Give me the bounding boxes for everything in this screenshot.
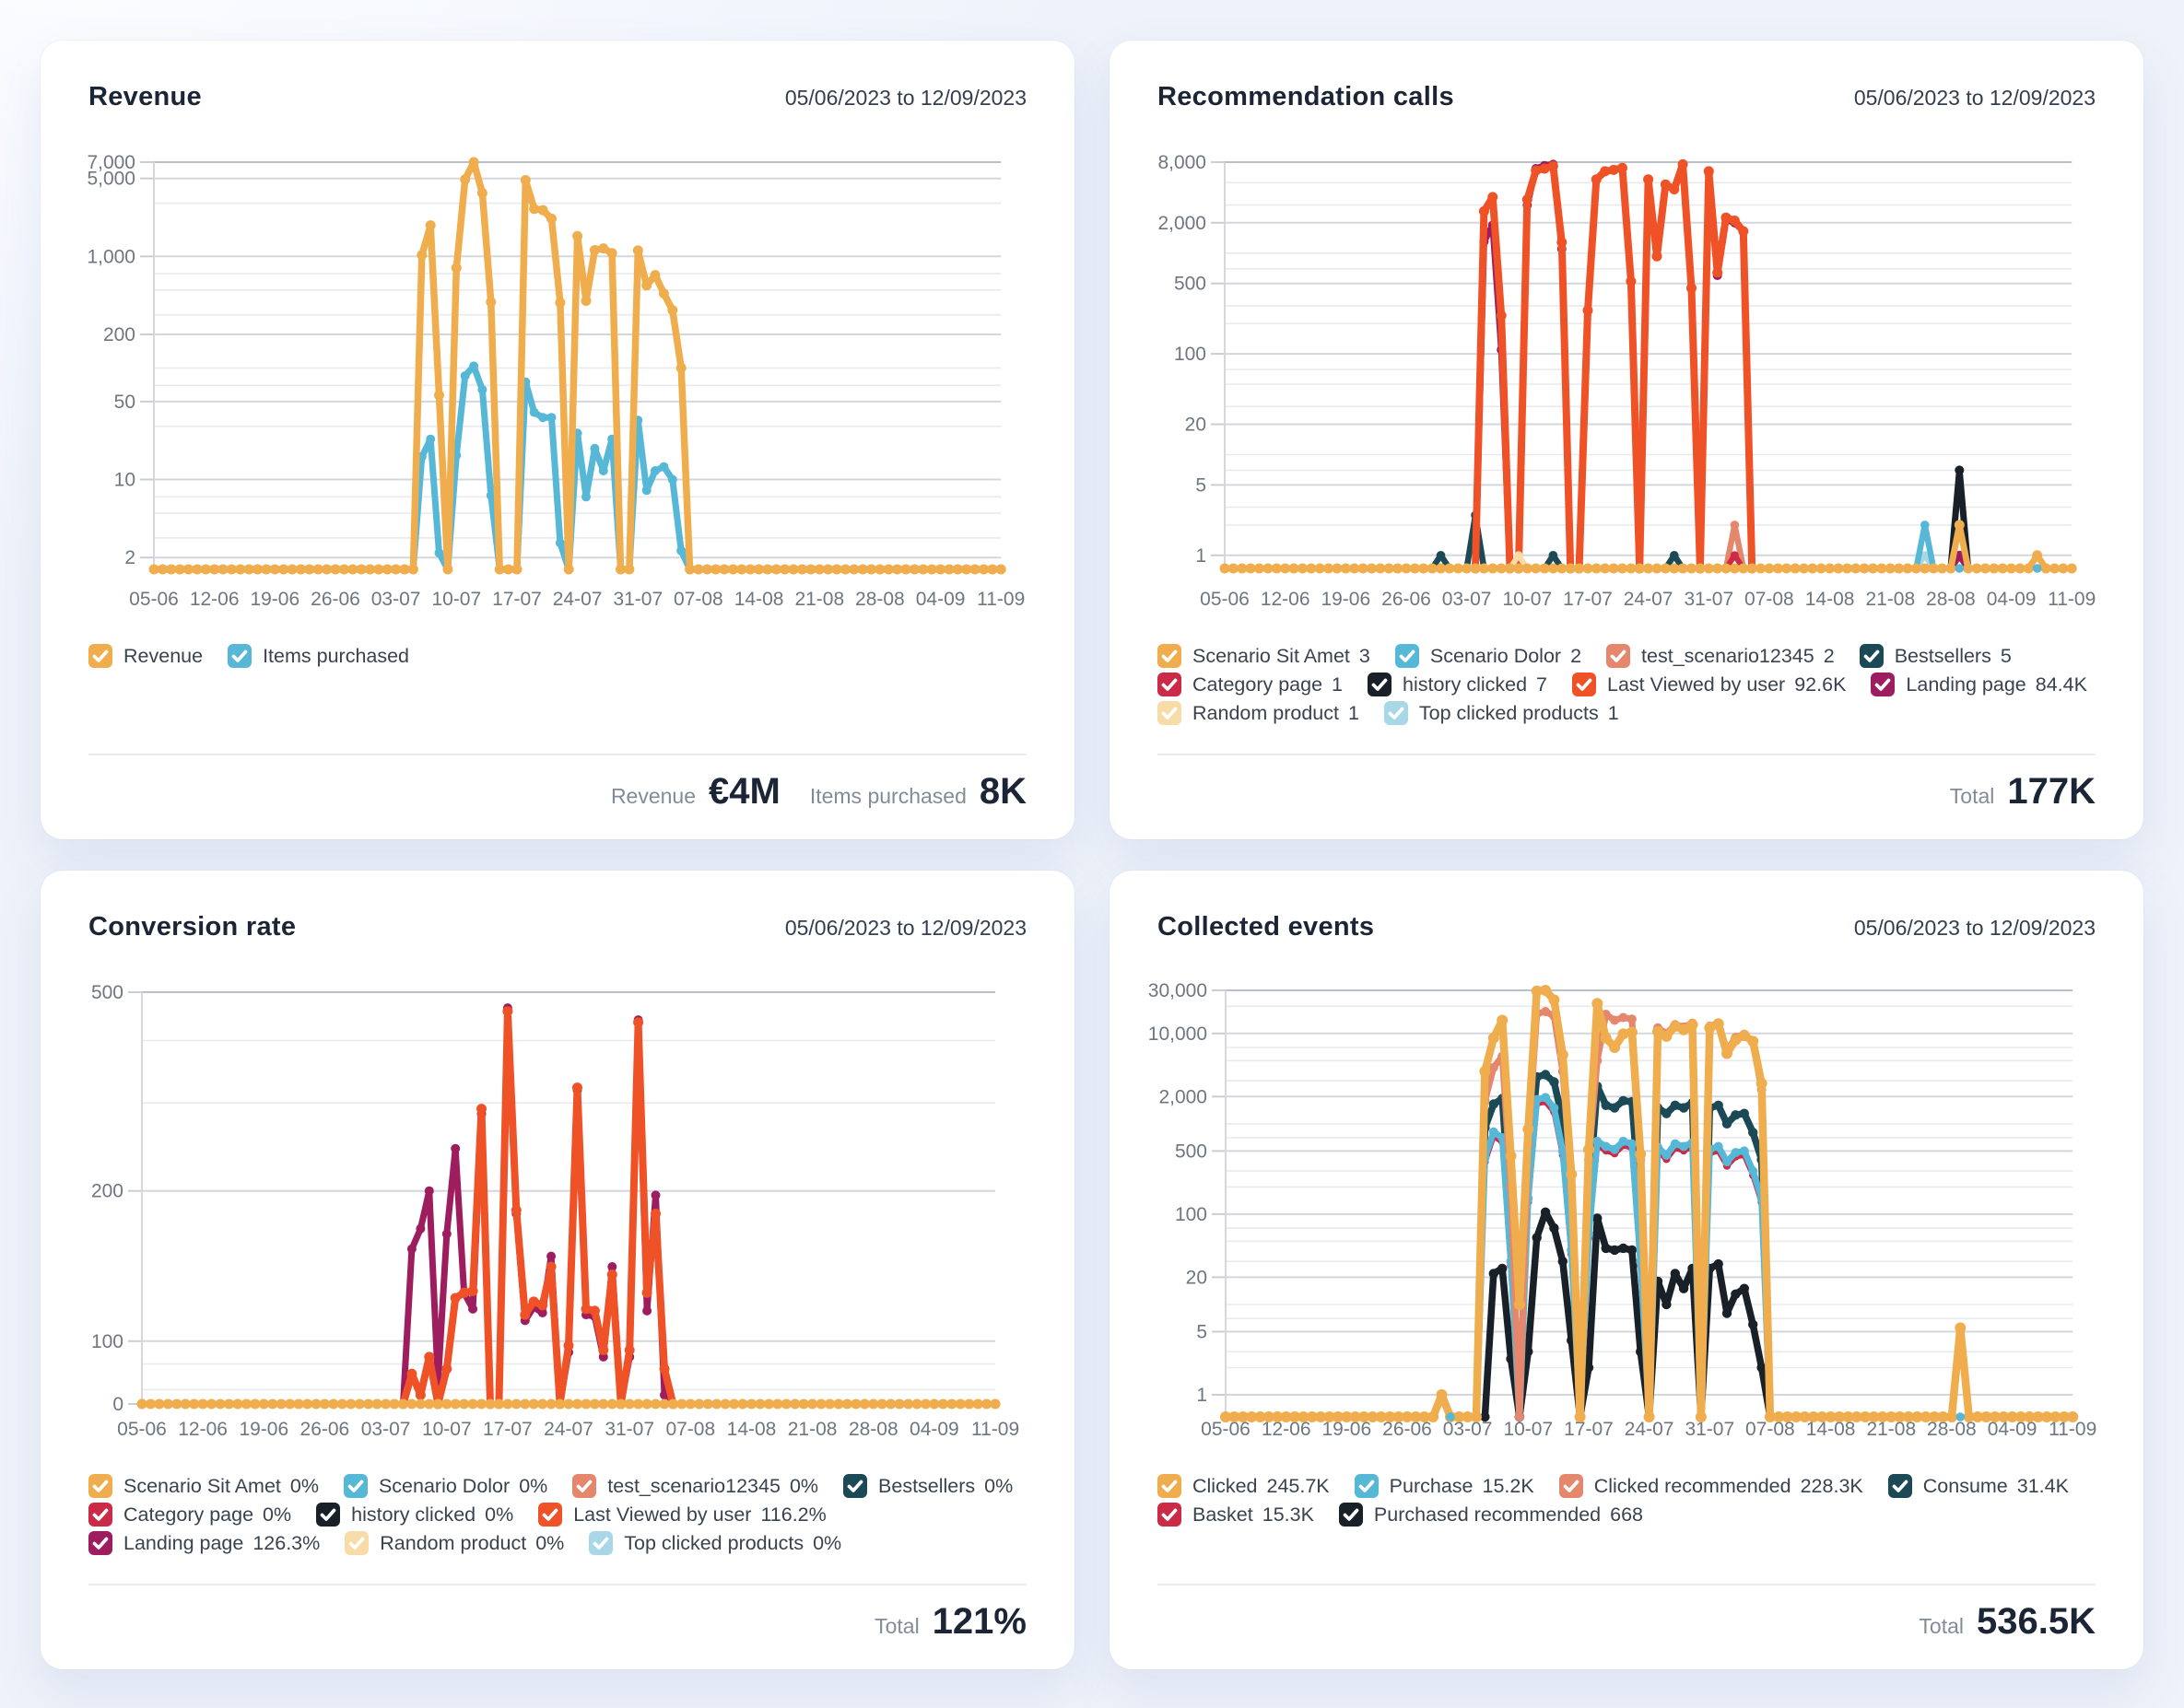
svg-text:28-08: 28-08 (849, 1419, 898, 1440)
svg-text:24-07: 24-07 (544, 1419, 593, 1440)
svg-text:31-07: 31-07 (613, 589, 663, 610)
svg-text:03-07: 03-07 (371, 589, 421, 610)
svg-text:200: 200 (91, 1181, 123, 1202)
svg-text:31-07: 31-07 (605, 1419, 654, 1440)
svg-text:19-06: 19-06 (1321, 1419, 1371, 1440)
svg-text:11-09: 11-09 (2048, 589, 2096, 610)
svg-text:1,000: 1,000 (87, 246, 135, 267)
svg-text:500: 500 (91, 982, 123, 1003)
svg-text:31-07: 31-07 (1684, 589, 1733, 610)
svg-text:03-07: 03-07 (1443, 1419, 1493, 1440)
svg-text:30,000: 30,000 (1148, 980, 1207, 1001)
svg-text:5: 5 (1195, 474, 1206, 496)
svg-text:17-07: 17-07 (1563, 589, 1613, 610)
svg-text:12-06: 12-06 (178, 1419, 228, 1440)
svg-text:100: 100 (1175, 1204, 1207, 1225)
svg-text:12-06: 12-06 (1261, 589, 1310, 610)
svg-text:2: 2 (124, 547, 135, 568)
svg-text:28-08: 28-08 (1926, 589, 1976, 610)
svg-text:1: 1 (1195, 545, 1206, 567)
svg-text:19-06: 19-06 (250, 589, 299, 610)
svg-text:03-07: 03-07 (361, 1419, 411, 1440)
svg-text:200: 200 (103, 324, 135, 345)
svg-text:5,000: 5,000 (87, 169, 135, 190)
svg-text:7,000: 7,000 (87, 152, 135, 173)
svg-text:20: 20 (1185, 415, 1206, 436)
svg-text:26-06: 26-06 (300, 1419, 350, 1440)
svg-text:31-07: 31-07 (1685, 1419, 1734, 1440)
svg-text:17-07: 17-07 (492, 589, 542, 610)
svg-text:24-07: 24-07 (553, 589, 603, 610)
svg-text:100: 100 (91, 1331, 123, 1352)
svg-text:8,000: 8,000 (1157, 152, 1206, 173)
svg-text:21-08: 21-08 (794, 589, 844, 610)
svg-text:2,000: 2,000 (1157, 213, 1206, 234)
svg-text:04-09: 04-09 (910, 1419, 959, 1440)
svg-text:26-06: 26-06 (1382, 1419, 1432, 1440)
svg-text:28-08: 28-08 (1927, 1419, 1977, 1440)
svg-text:10-07: 10-07 (1502, 589, 1552, 610)
svg-text:500: 500 (1174, 274, 1206, 295)
svg-text:04-09: 04-09 (1987, 589, 2037, 610)
svg-text:11-09: 11-09 (2049, 1419, 2096, 1440)
svg-text:14-08: 14-08 (734, 589, 784, 610)
svg-text:19-06: 19-06 (239, 1419, 288, 1440)
svg-text:14-08: 14-08 (1805, 589, 1855, 610)
svg-text:04-09: 04-09 (1988, 1419, 2037, 1440)
svg-text:17-07: 17-07 (1564, 1419, 1614, 1440)
svg-text:5: 5 (1196, 1322, 1207, 1343)
svg-text:05-06: 05-06 (117, 1419, 167, 1440)
svg-text:1: 1 (1196, 1385, 1207, 1406)
svg-text:07-08: 07-08 (665, 1419, 715, 1440)
svg-text:21-08: 21-08 (1866, 1419, 1916, 1440)
svg-text:24-07: 24-07 (1625, 1419, 1674, 1440)
svg-text:10-07: 10-07 (431, 589, 481, 610)
svg-text:21-08: 21-08 (788, 1419, 838, 1440)
svg-text:26-06: 26-06 (1381, 589, 1431, 610)
svg-text:07-08: 07-08 (1745, 1419, 1795, 1440)
svg-text:20: 20 (1186, 1267, 1207, 1288)
svg-text:21-08: 21-08 (1865, 589, 1915, 610)
svg-text:28-08: 28-08 (855, 589, 905, 610)
svg-text:03-07: 03-07 (1442, 589, 1492, 610)
svg-text:10-07: 10-07 (1503, 1419, 1553, 1440)
svg-text:0: 0 (112, 1394, 123, 1415)
svg-text:07-08: 07-08 (674, 589, 723, 610)
svg-text:14-08: 14-08 (727, 1419, 777, 1440)
svg-text:11-09: 11-09 (977, 589, 1025, 610)
svg-text:26-06: 26-06 (311, 589, 360, 610)
svg-text:07-08: 07-08 (1744, 589, 1794, 610)
svg-text:12-06: 12-06 (1262, 1419, 1311, 1440)
svg-text:12-06: 12-06 (190, 589, 240, 610)
svg-text:17-07: 17-07 (483, 1419, 533, 1440)
svg-text:100: 100 (1174, 344, 1206, 365)
svg-text:05-06: 05-06 (1200, 589, 1250, 610)
svg-text:05-06: 05-06 (1201, 1419, 1251, 1440)
svg-text:24-07: 24-07 (1624, 589, 1673, 610)
svg-text:500: 500 (1175, 1141, 1207, 1162)
svg-text:10,000: 10,000 (1148, 1024, 1207, 1045)
svg-text:10-07: 10-07 (422, 1419, 472, 1440)
svg-text:14-08: 14-08 (1806, 1419, 1856, 1440)
svg-text:19-06: 19-06 (1321, 589, 1370, 610)
svg-text:2,000: 2,000 (1158, 1086, 1207, 1107)
svg-text:04-09: 04-09 (916, 589, 966, 610)
svg-text:05-06: 05-06 (129, 589, 179, 610)
svg-text:50: 50 (114, 392, 135, 413)
svg-text:11-09: 11-09 (971, 1419, 1019, 1440)
svg-text:10: 10 (114, 470, 135, 491)
